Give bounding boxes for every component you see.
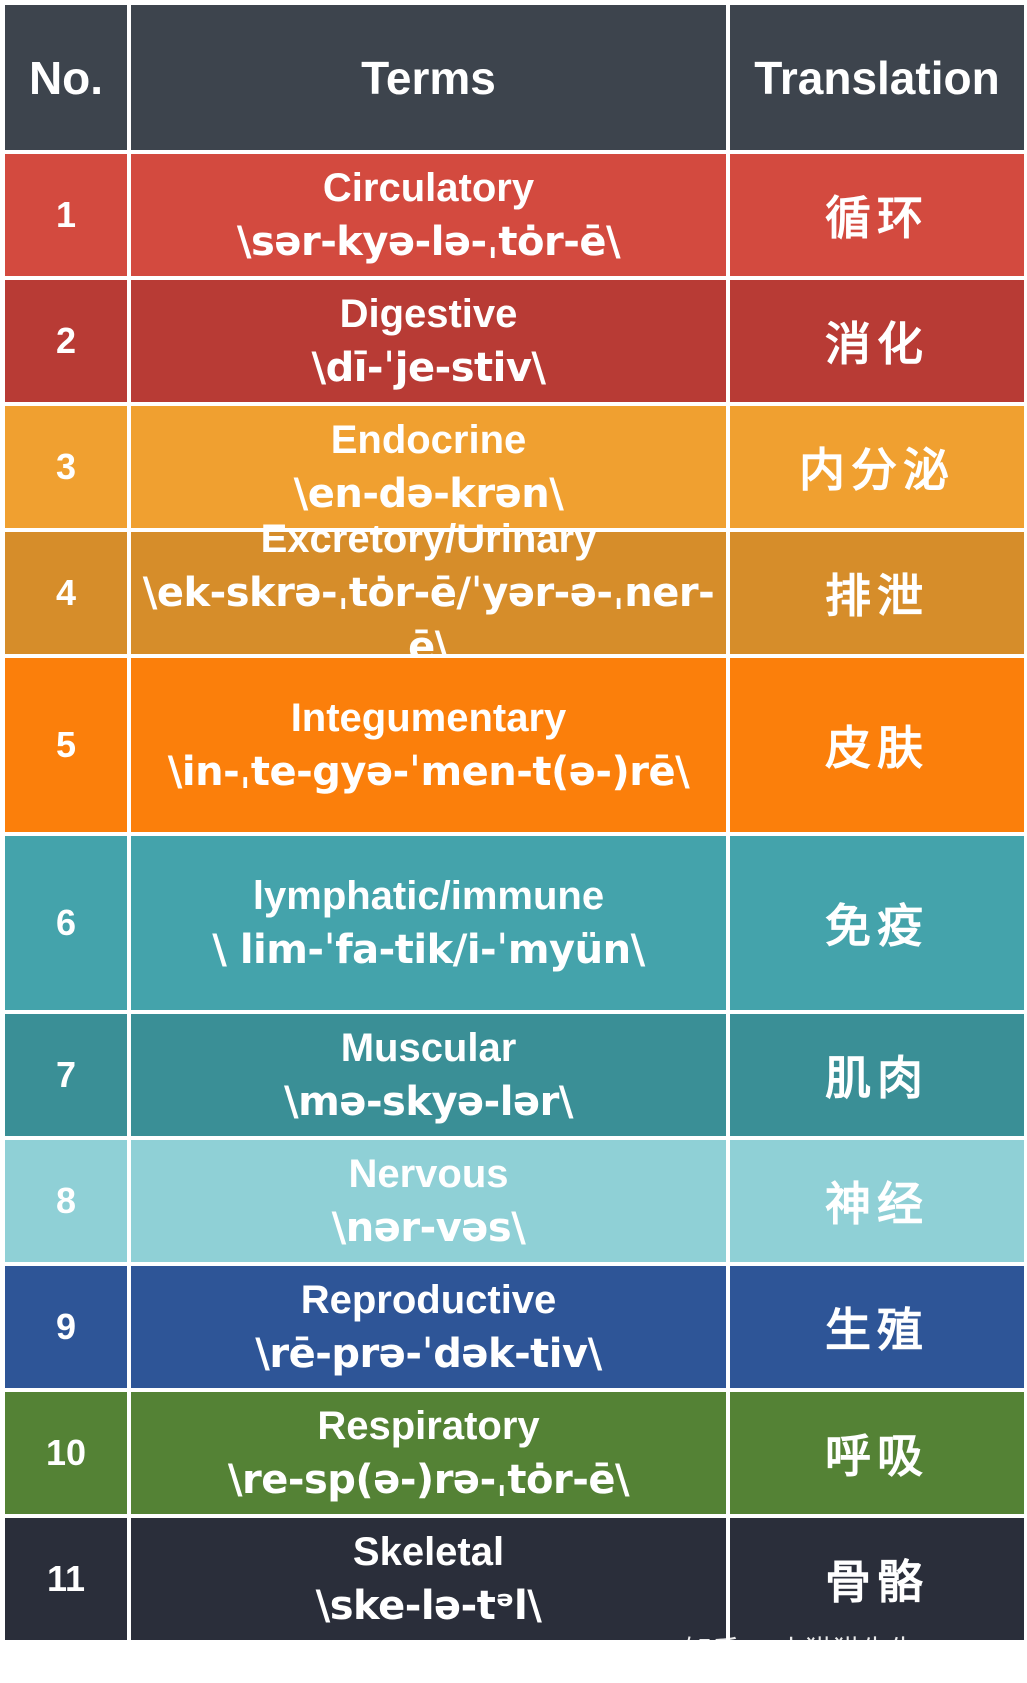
term-cell: Endocrine \en-də-krən\ (131, 406, 726, 528)
term-pronunciation: \ek-skrə-ˌtȯr-ē/ˈyər-ə-ˌner-ē\ (142, 570, 715, 670)
term-cell: Integumentary \in-ˌte-gyə-ˈmen-t(ə-)rē\ (131, 658, 726, 832)
term-name: Endocrine (330, 418, 527, 462)
translation-cell: 骨骼 (730, 1518, 1024, 1640)
row-number: 9 (5, 1266, 127, 1388)
term-cell: Respiratory \re-sp(ə-)rə-ˌtȯr-ē\ (131, 1392, 726, 1514)
row-number: 2 (5, 280, 127, 402)
header-terms: Terms (131, 5, 726, 150)
header-translation: Translation (730, 5, 1024, 150)
translation-cell: 呼吸 (730, 1392, 1024, 1514)
row-number: 8 (5, 1140, 127, 1262)
translation-cell: 内分泌 (730, 406, 1024, 528)
term-pronunciation: \ lim-ˈfa-tik/i-ˈmyün\ (212, 927, 645, 973)
row-number: 6 (5, 836, 127, 1010)
term-cell: lymphatic/immune \ lim-ˈfa-tik/i-ˈmyün\ (131, 836, 726, 1010)
term-name: Excretory/Urinary (260, 517, 597, 561)
translation-cell: 消化 (730, 280, 1024, 402)
term-name: Integumentary (290, 696, 567, 740)
term-name: Muscular (340, 1026, 517, 1070)
term-cell: Excretory/Urinary \ek-skrə-ˌtȯr-ē/ˈyər-ə-… (131, 517, 726, 670)
watermark: 知乎 @小猫猫先生 (684, 1634, 917, 1667)
row-number: 3 (5, 406, 127, 528)
term-name: Skeletal (352, 1530, 505, 1574)
row-number: 11 (5, 1518, 127, 1640)
translation-cell: 肌肉 (730, 1014, 1024, 1136)
term-name: Nervous (348, 1152, 509, 1196)
row-number: 5 (5, 658, 127, 832)
term-cell: Digestive \dī-ˈje-stiv\ (131, 280, 726, 402)
term-pronunciation: \en-də-krən\ (293, 471, 564, 517)
translation-cell: 皮肤 (730, 658, 1024, 832)
row-number: 10 (5, 1392, 127, 1514)
translation-cell: 循环 (730, 154, 1024, 276)
term-pronunciation: \sər-kyə-lə-ˌtȯr-ē\ (236, 219, 621, 265)
term-pronunciation: \in-ˌte-gyə-ˈmen-t(ə-)rē\ (167, 749, 690, 795)
term-name: Circulatory (322, 166, 535, 210)
term-name: Reproductive (300, 1278, 557, 1322)
term-pronunciation: \nər-vəs\ (331, 1205, 526, 1251)
term-name: Digestive (339, 292, 518, 336)
term-pronunciation: \dī-ˈje-stiv\ (311, 345, 546, 391)
term-cell: Skeletal \ske-lə-tᵊl\ (131, 1518, 726, 1640)
term-cell: Reproductive \rē-prə-ˈdək-tiv\ (131, 1266, 726, 1388)
translation-cell: 生殖 (730, 1266, 1024, 1388)
translation-cell: 排泄 (730, 532, 1024, 654)
term-pronunciation: \ske-lə-tᵊl\ (315, 1583, 542, 1629)
term-pronunciation: \rē-prə-ˈdək-tiv\ (255, 1331, 602, 1377)
translation-cell: 免疫 (730, 836, 1024, 1010)
row-number: 4 (5, 532, 127, 654)
term-pronunciation: \mə-skyə-lər\ (284, 1079, 573, 1125)
terms-table: No. Terms Translation 1 Circulatory \sər-k… (5, 5, 1024, 1640)
term-pronunciation: \re-sp(ə-)rə-ˌtȯr-ē\ (227, 1457, 630, 1503)
term-name: lymphatic/immune (252, 874, 605, 918)
row-number: 1 (5, 154, 127, 276)
header-no: No. (5, 5, 127, 150)
term-cell: Muscular \mə-skyə-lər\ (131, 1014, 726, 1136)
translation-cell: 神经 (730, 1140, 1024, 1262)
term-cell: Nervous \nər-vəs\ (131, 1140, 726, 1262)
term-name: Respiratory (317, 1404, 540, 1448)
row-number: 7 (5, 1014, 127, 1136)
term-cell: Circulatory \sər-kyə-lə-ˌtȯr-ē\ (131, 154, 726, 276)
